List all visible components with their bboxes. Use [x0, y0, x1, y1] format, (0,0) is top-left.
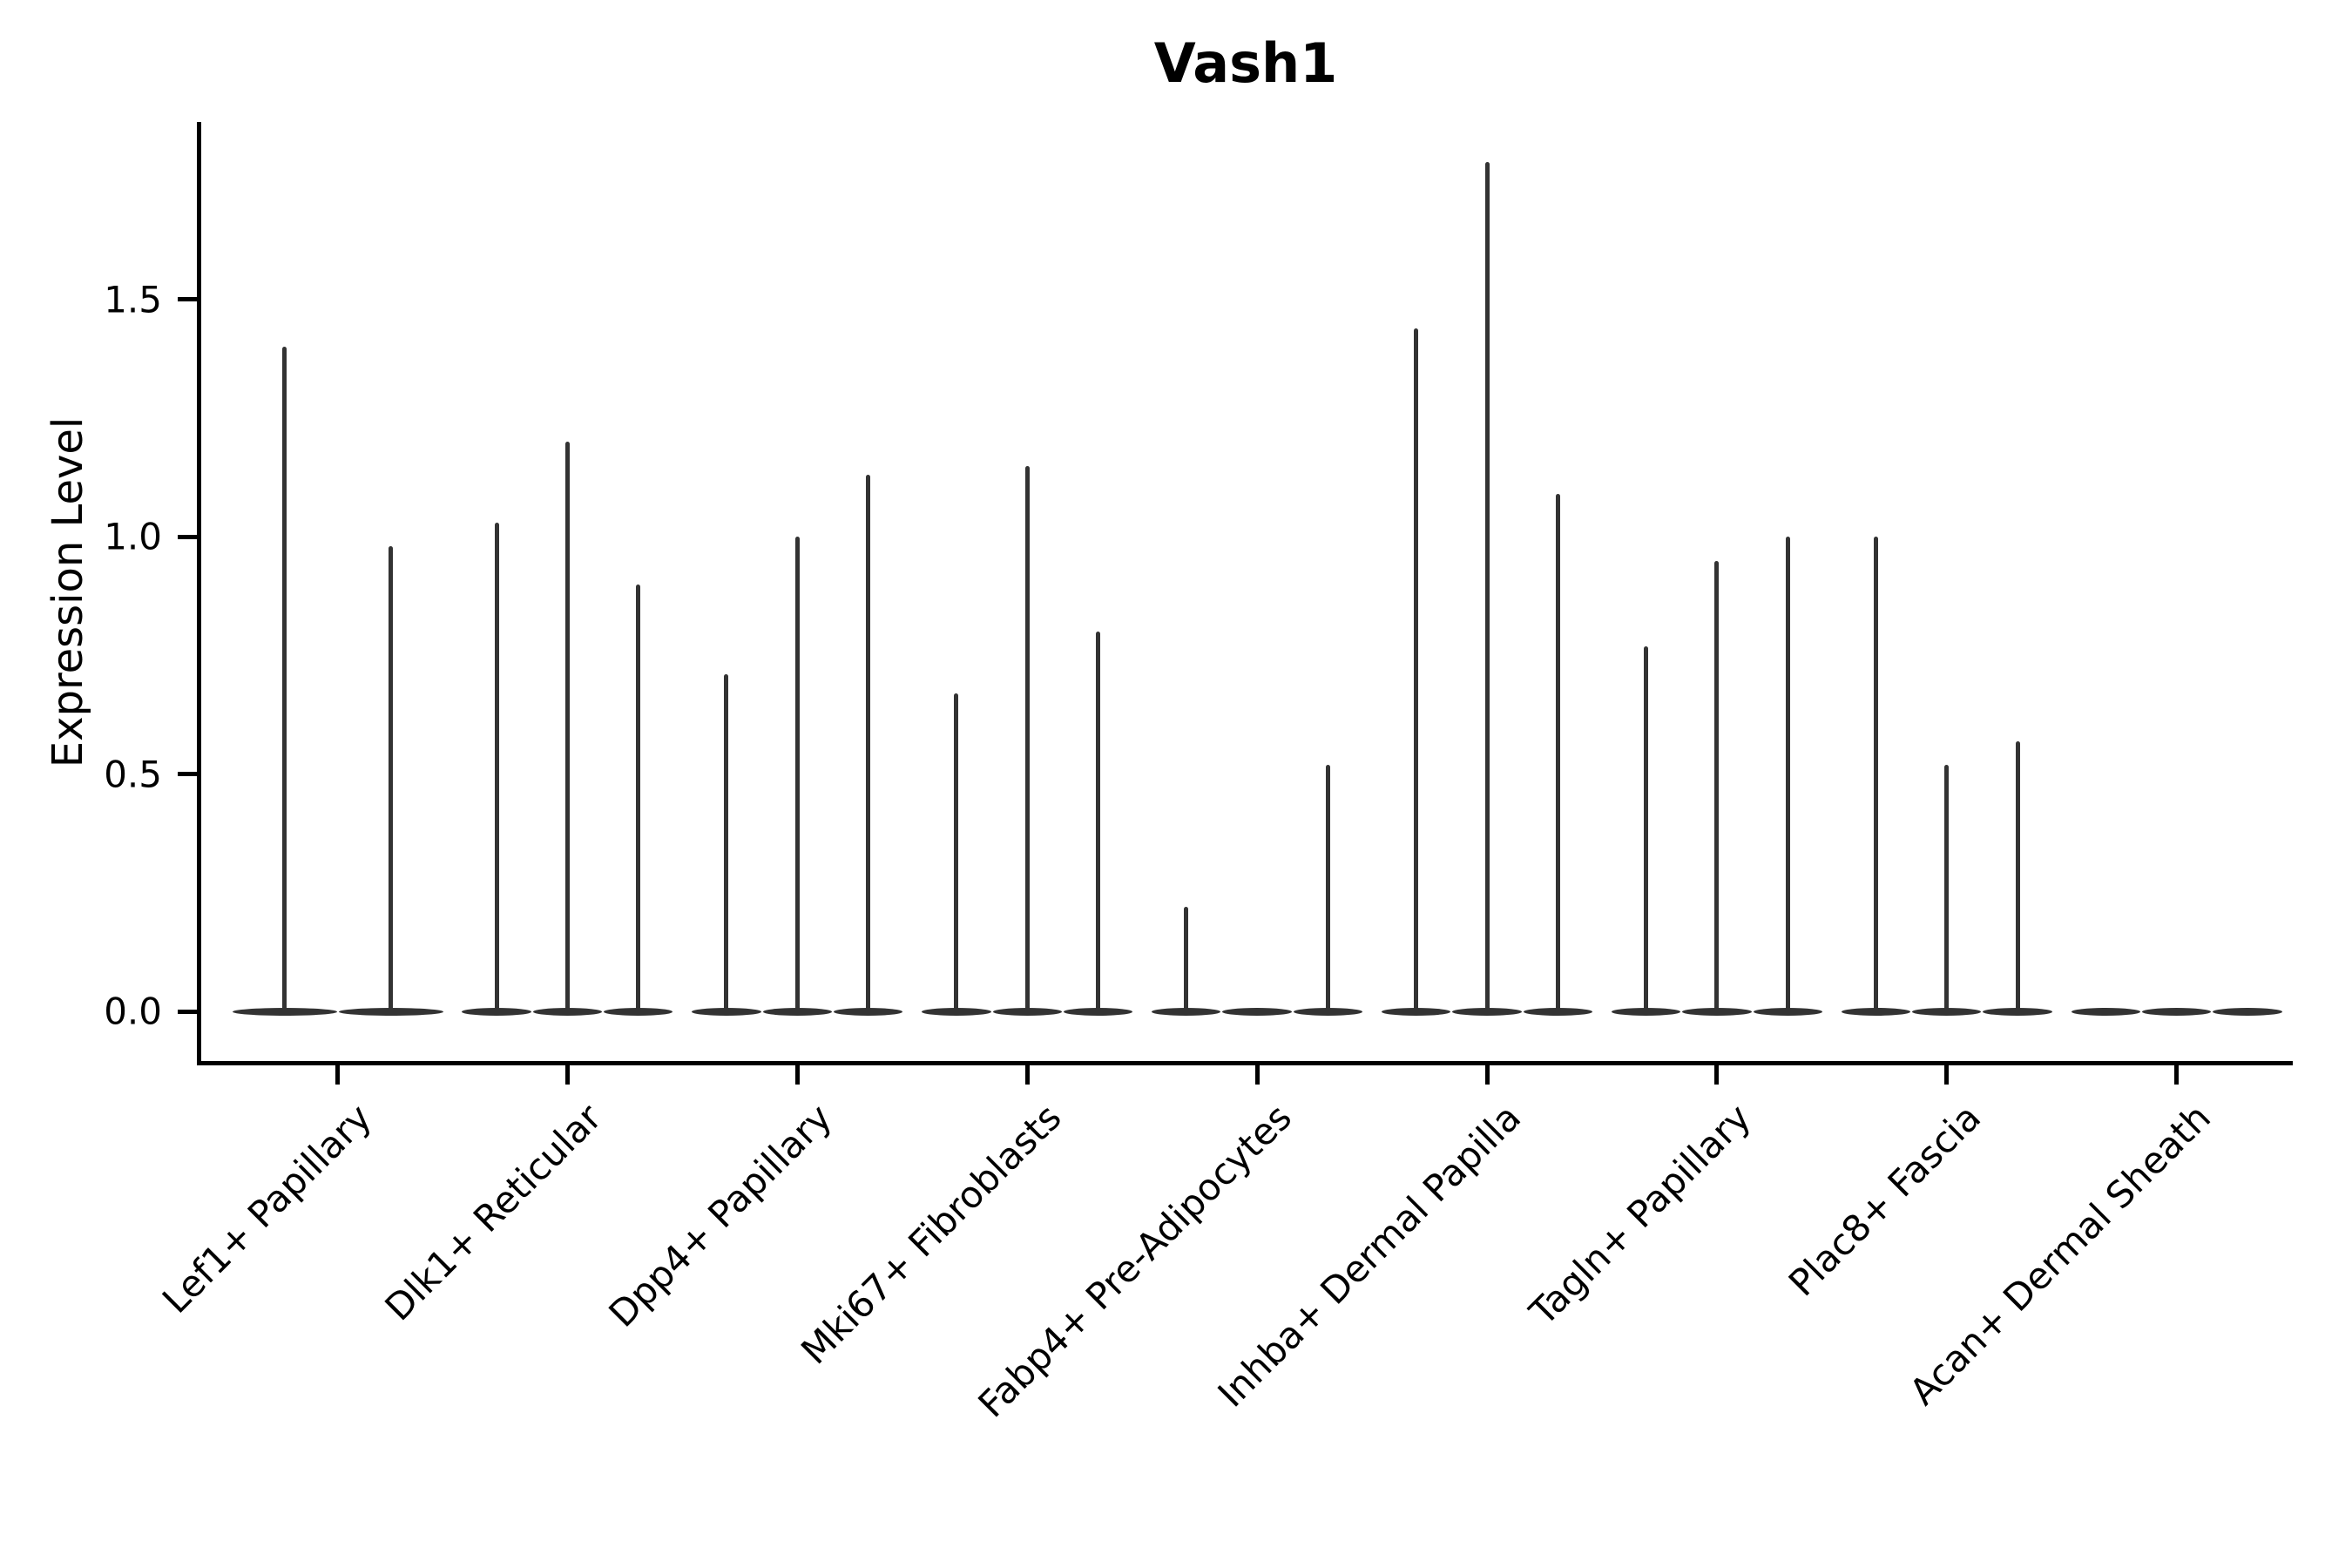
violin-needle — [1944, 764, 1950, 1014]
violin-needle — [2015, 740, 2020, 1014]
x-axis-tick — [564, 1064, 570, 1085]
x-axis-spine — [196, 1060, 2293, 1065]
y-axis-tick-label: 0.0 — [104, 990, 162, 1033]
violin-needle — [1785, 537, 1790, 1014]
y-axis-tick-label: 1.5 — [104, 278, 162, 321]
y-axis-tick — [177, 772, 197, 777]
y-axis-tick-label: 0.5 — [104, 753, 162, 796]
x-axis-tick-label: Dlk1+ Reticular — [376, 1096, 611, 1329]
violin-needle — [1644, 645, 1649, 1014]
y-axis-tick — [177, 1009, 197, 1014]
y-axis-tick-label: 1.0 — [104, 515, 162, 558]
violin-needle — [1873, 537, 1878, 1014]
violin-needle — [1184, 907, 1189, 1014]
x-axis-tick-label: Dpp4+ Papillary — [600, 1096, 840, 1335]
y-axis-tick — [177, 297, 197, 302]
x-axis-tick — [1024, 1064, 1030, 1085]
x-axis-tick — [2174, 1064, 2180, 1085]
violin-base — [2142, 1007, 2212, 1016]
violin-needle — [1484, 161, 1490, 1014]
x-axis-tick-label: Lef1+ Papillary — [154, 1096, 381, 1321]
x-axis-tick — [1714, 1064, 1720, 1085]
x-axis-tick — [1484, 1064, 1490, 1085]
x-axis-tick — [794, 1064, 800, 1085]
y-axis-label: Expression Level — [44, 416, 92, 768]
x-axis-tick — [1944, 1064, 1950, 1085]
violin-needle — [282, 347, 287, 1014]
x-axis-tick-label: Tagln+ Papillary — [1521, 1096, 1760, 1334]
x-axis-tick — [1254, 1064, 1260, 1085]
violin-needle — [636, 584, 641, 1014]
violin-needle — [954, 693, 959, 1014]
violin-needle — [866, 475, 871, 1014]
violin-needle — [794, 537, 800, 1014]
violin-needle — [1414, 328, 1419, 1014]
x-axis-tick-label: Plac8+ Fascia — [1781, 1096, 1990, 1305]
violin-base — [1222, 1007, 1292, 1016]
violin-needle — [389, 546, 393, 1014]
violin-needle — [1096, 632, 1101, 1014]
violin-needle — [1024, 465, 1030, 1014]
violin-needle — [564, 442, 570, 1014]
violin-needle — [724, 674, 729, 1014]
chart-title: Vash1 — [1153, 31, 1338, 95]
x-axis-tick-label: Mki67+ Fibroblasts — [793, 1096, 1070, 1373]
violin-base — [2213, 1007, 2282, 1016]
x-axis-tick — [335, 1064, 340, 1085]
violin-needle — [1714, 560, 1720, 1014]
violin-needle — [494, 522, 499, 1014]
violin-base — [2071, 1007, 2141, 1016]
violin-needle — [1555, 494, 1560, 1014]
violin-needle — [1325, 764, 1330, 1014]
y-axis-tick — [177, 534, 197, 539]
y-axis-spine — [196, 122, 201, 1065]
